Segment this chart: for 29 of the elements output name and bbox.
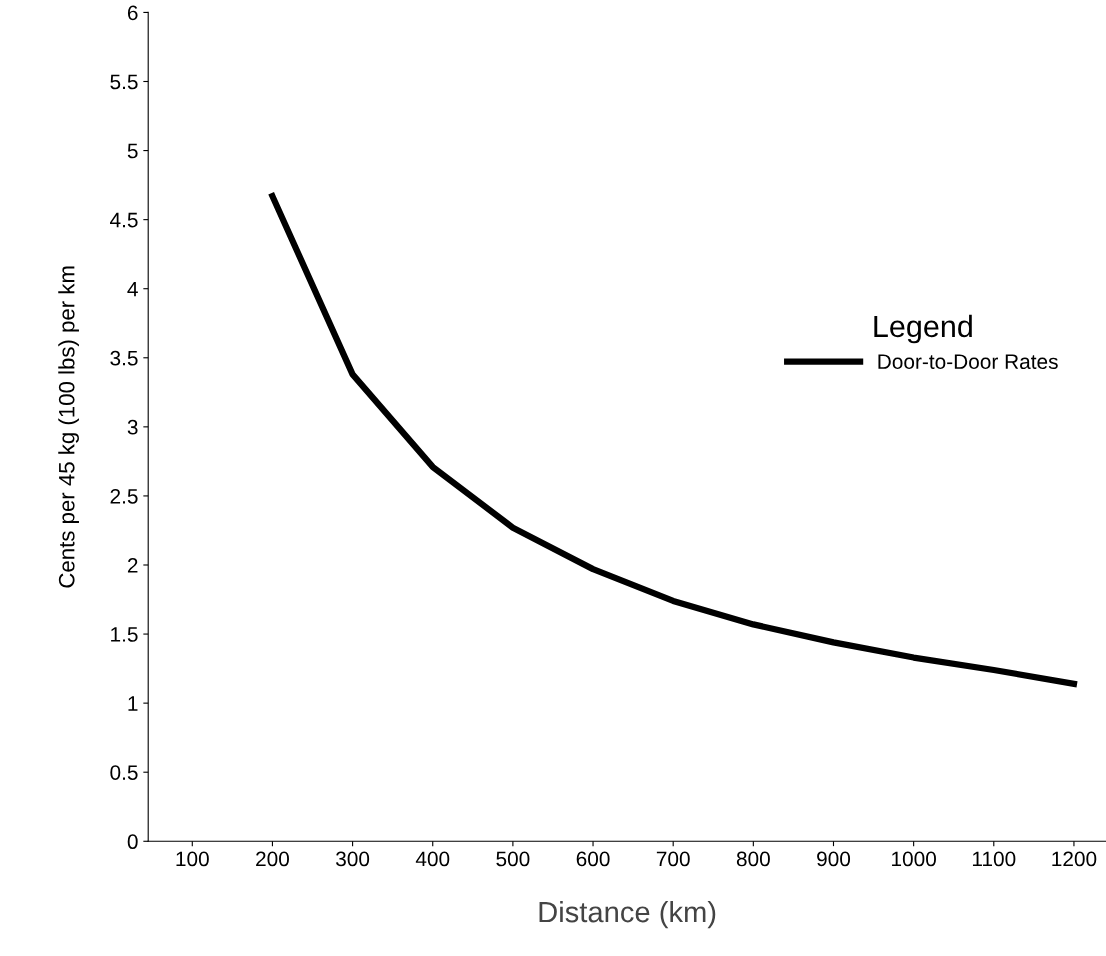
legend-label: Door-to-Door Rates [878,354,1058,370]
x-tick-label: 800 [736,851,770,867]
y-tick-label: 2 [127,558,138,573]
y-tick-label: 1 [128,696,138,711]
y-tick-label: 3 [127,419,138,435]
x-tick-label: 300 [336,851,370,867]
y-tick-label: 4.5 [110,212,138,228]
x-tick-label: 1100 [972,851,1016,867]
y-tick-label: 1.5 [111,627,138,642]
x-tick-label: 700 [656,851,690,867]
y-tick-label: 5 [127,143,138,159]
x-tick-label: 600 [576,851,610,867]
y-tick-label: 4 [127,281,138,297]
y-tick-label: 0 [127,834,138,850]
y-tick-label: 6 [127,5,138,21]
y-tick-label: 2.5 [110,488,138,504]
x-tick-label: 500 [496,851,530,867]
x-tick-label: 1000 [892,851,936,867]
x-tick-label: 400 [415,851,450,867]
x-axis-title: Distance (km) [539,900,716,929]
legend-title: Legend [874,314,972,344]
x-tick-label: 100 [176,851,209,867]
y-tick-label: 3.5 [110,350,138,366]
y-tick-label: 5.5 [110,74,138,90]
x-tick-label: 200 [256,851,289,867]
x-tick-label: 900 [817,851,851,867]
y-axis-title: Cents per 45 kg (100 lbs) per km [58,266,79,588]
x-tick-label: 1200 [1052,851,1097,867]
y-tick-label: 0.5 [110,765,138,780]
